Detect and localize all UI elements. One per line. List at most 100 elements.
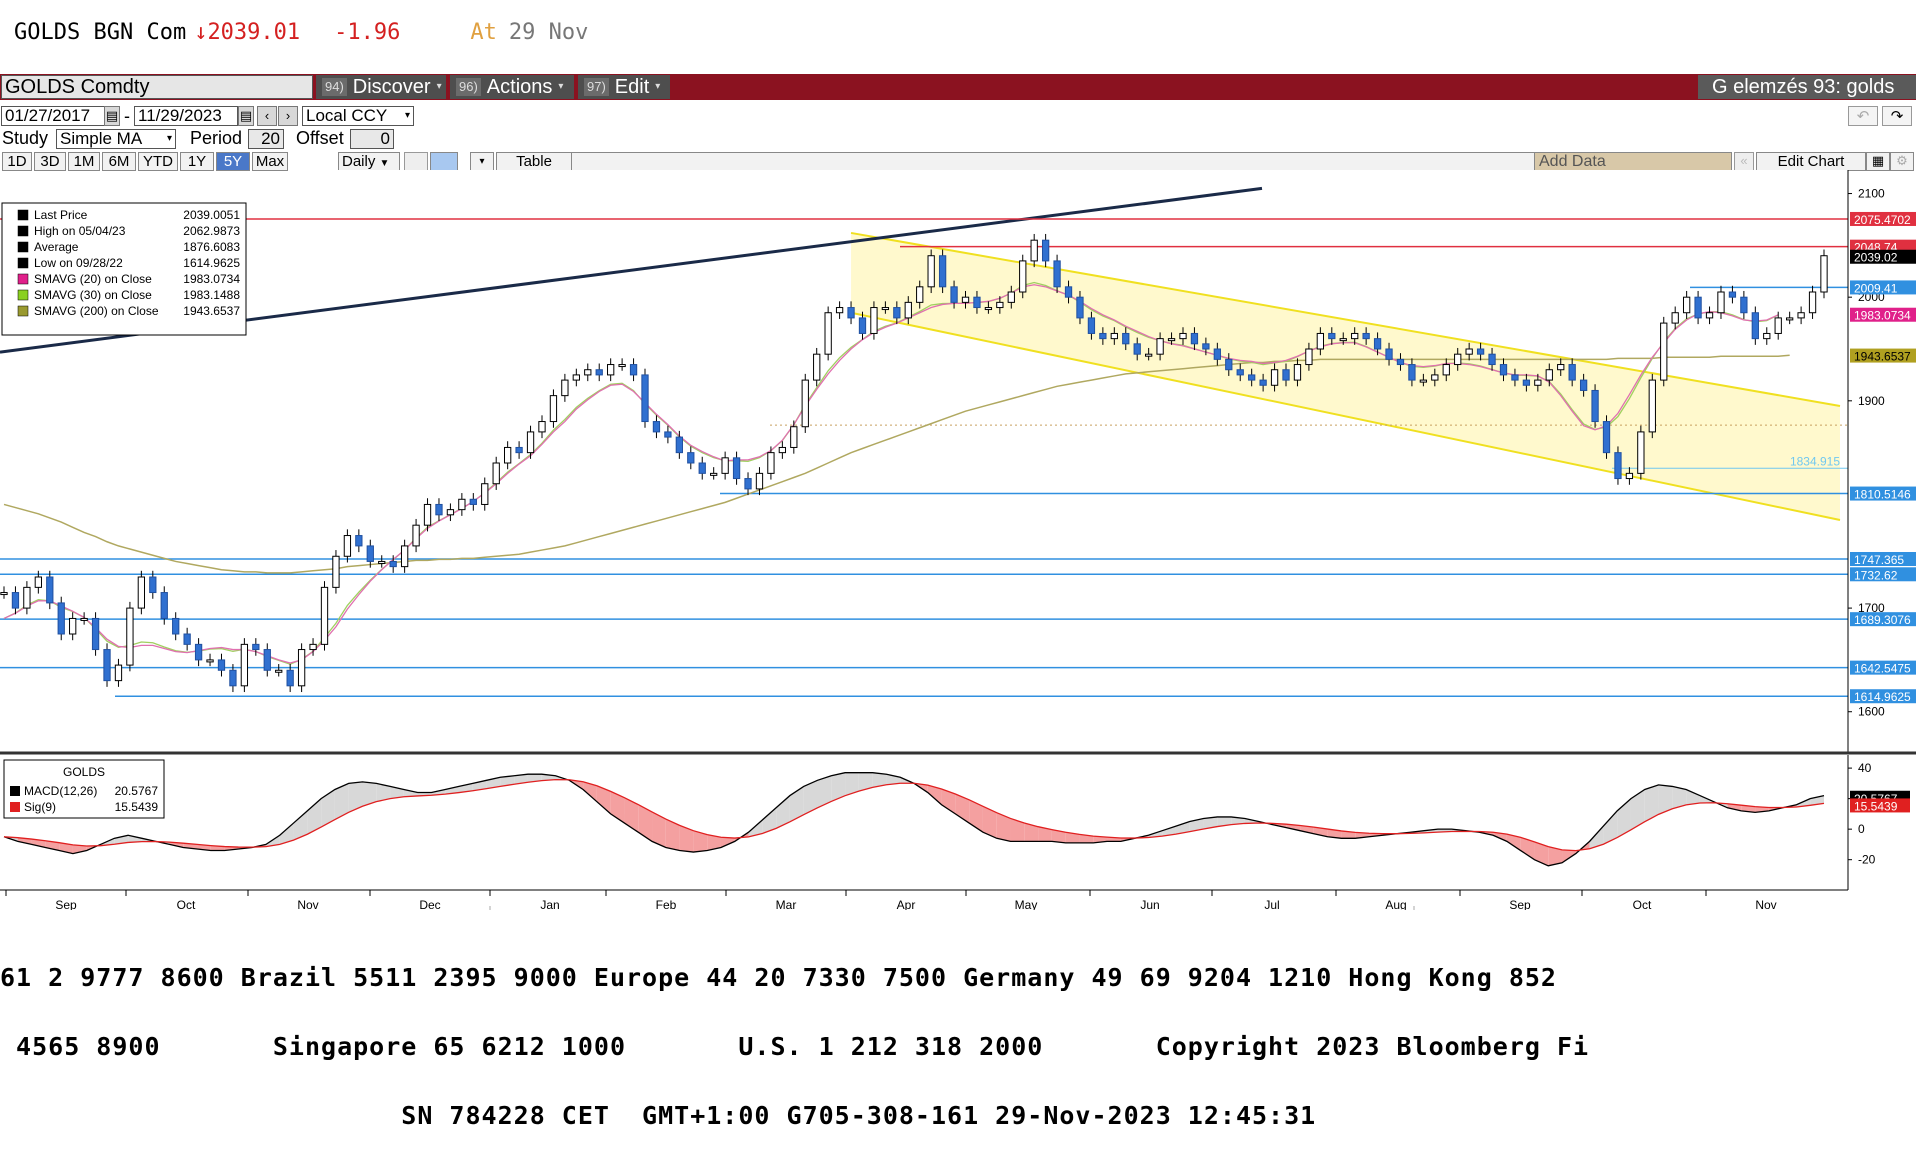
gear-icon[interactable]: ⚙ [1890,152,1914,171]
candle [355,529,363,553]
candle-body [275,669,283,673]
candle-body [91,617,100,651]
candle [34,570,42,594]
annotation-label: 1834.915 [1790,454,1840,468]
currency-select[interactable]: Local CCY ▾ [302,106,414,126]
toolbar-spacer [572,152,1534,171]
period-button-max[interactable]: Max [252,152,288,171]
macd-hist-fill [500,775,515,787]
candle-body [1339,338,1347,342]
macd-hist-fill [762,807,777,834]
study-value: Simple MA [60,129,143,148]
candle [755,467,764,496]
time-axis: Sep Oct Nov Dec Jan Feb Mar Apr May Jun Jul Aug Sep O… [0,889,1848,910]
candle-body [1728,291,1737,298]
candle [1396,353,1405,371]
candle-body [1763,332,1771,340]
price-label-bg [1850,660,1916,675]
candle [1591,384,1599,428]
scroll-left-icon[interactable]: ‹ [257,106,277,126]
candle-body [996,301,1004,309]
period-button-3d[interactable]: 3D [34,152,66,171]
ticker-tape: 61 2 9777 8600 Brazil 5511 2395 9000 Eur… [0,920,1916,1150]
scroll-right-icon[interactable]: › [278,106,298,126]
chevron-down-icon: ▾ [558,81,564,92]
edit-chart-button[interactable]: Edit Chart [1756,152,1866,171]
candle-body [858,317,867,334]
macd-hist-fill [1189,818,1204,832]
candle-body [572,374,580,381]
candle [458,493,466,516]
chart-title-right: G elemzés 93: golds [1698,75,1916,99]
discover-button[interactable]: 94) Discover ▾ [316,75,446,99]
candle-body [1431,374,1439,381]
add-data-input[interactable]: Add Data [1534,152,1732,171]
period-button-5y[interactable]: 5Y [216,152,250,171]
period-button-ytd[interactable]: YTD [138,152,178,171]
price-chart[interactable]: 1834.915 160017001900200021002075.470220… [0,170,1916,910]
candle [1293,358,1302,387]
candle [1454,347,1462,371]
offset-input[interactable]: 0 [350,129,394,149]
candle [412,518,420,553]
offset-label: Offset [296,128,344,148]
macd-hist-fill [1065,832,1080,843]
candle-body [206,659,214,663]
undo-icon[interactable]: ↶ [1848,106,1878,126]
period-button-6m[interactable]: 6M [102,152,136,171]
candle [1305,342,1313,371]
candle [1248,368,1256,387]
period-button-1y[interactable]: 1Y [180,152,214,171]
collapse-icon[interactable]: « [1734,152,1754,171]
candle-body [1511,374,1519,381]
period-button-1m[interactable]: 1M [68,152,100,171]
candle [950,280,958,309]
start-date-field[interactable]: 01/27/2017 [1,106,105,126]
end-date-field[interactable]: 11/29/2023 [134,106,238,126]
price-label: 1689.3076 [1854,613,1911,627]
edit-button[interactable]: 97) Edit ▾ [578,75,670,99]
period-input[interactable]: 20 [248,129,284,149]
redo-icon[interactable]: ↷ [1882,106,1912,126]
macd-hist-fill [1162,826,1176,837]
candle [1499,358,1508,382]
candle [1110,327,1118,345]
candle-body [217,659,226,671]
actions-button[interactable]: 96) Actions ▾ [450,75,574,99]
macd-legend-title: GOLDS [63,765,105,779]
candle [732,451,741,485]
calendar-icon[interactable]: ▤ [238,106,254,126]
legend-swatch [17,289,29,301]
legend-label: SMAVG (200) on Close [34,304,159,318]
candle [1202,337,1210,356]
chart-type-dropdown-icon[interactable]: ▾ [470,152,494,171]
candle-body [126,607,134,666]
candle [1557,358,1565,376]
candle-body [698,462,706,474]
candle-chart-icon[interactable] [430,152,458,171]
candle [46,570,54,610]
period-button-1d[interactable]: 1D [2,152,32,171]
candle-body [710,472,718,476]
candle [1568,358,1576,387]
calendar-icon[interactable]: ▤ [104,106,120,126]
study-select[interactable]: Simple MA ▾ [56,129,176,149]
security-field[interactable]: GOLDS Comdty [1,75,313,99]
candle [343,529,352,563]
candle-body [1019,260,1027,293]
price-label-bg [1850,249,1916,264]
macd-hist-fill [1051,829,1066,843]
month-label: Sep [55,898,77,910]
frequency-select[interactable]: Daily ▼ [338,152,400,171]
table-button[interactable]: Table [496,152,572,171]
line-chart-icon[interactable] [404,152,428,171]
macd-hist-fill [858,772,873,792]
candle-body [538,421,546,433]
price-tick-label: 1900 [1858,394,1885,408]
legend-label: SMAVG (30) on Close [34,288,152,302]
chart-settings-icon[interactable]: ▦ [1866,152,1890,171]
candle-body [675,436,683,454]
candle [961,290,970,309]
candle-body [1591,389,1599,423]
macd-legend-value: 20.5767 [115,784,159,798]
